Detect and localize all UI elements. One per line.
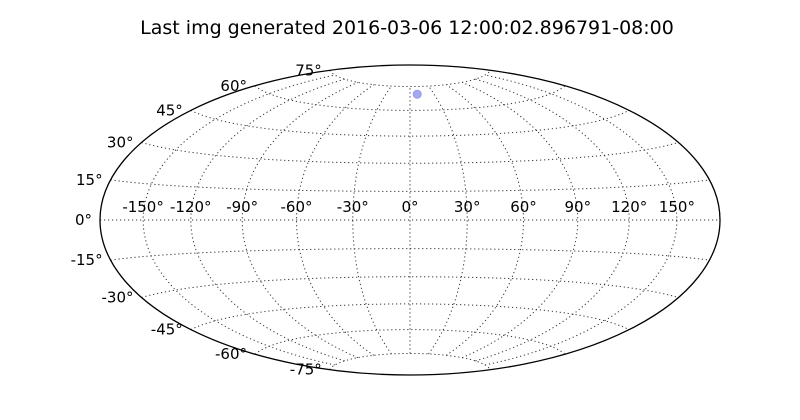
parallel--30 (141, 276, 679, 298)
lat-tick-label: -75° (290, 361, 322, 379)
lon-tick-label: 30° (454, 198, 481, 216)
map-outline (99, 64, 721, 376)
lon-tick-label: 90° (565, 198, 592, 216)
lat-tick-label: -30° (102, 289, 134, 307)
lon-tick-label: -30° (337, 198, 369, 216)
lat-tick-label: -60° (215, 345, 247, 363)
graticule (100, 70, 720, 370)
latitude-tick-labels: -75° -60° -45° -30° -15° 0° 15° 30° 45° 60° 75° (71, 61, 322, 378)
lon-tick-label: -150° (122, 198, 164, 216)
lon-tick-label: 120° (611, 198, 647, 216)
lat-tick-label: -45° (151, 321, 183, 339)
meridian-90 (461, 81, 579, 359)
lon-tick-label: -120° (170, 198, 212, 216)
chart-title: Last img generated 2016-03-06 12:00:02.8… (140, 17, 674, 39)
lat-tick-label: 15° (76, 171, 103, 189)
parallel-60 (254, 85, 566, 111)
lon-tick-label: -90° (226, 198, 258, 216)
lat-tick-label: -15° (71, 251, 103, 269)
map-boundary (99, 64, 721, 376)
lat-tick-label: 30° (107, 134, 134, 152)
meridian-120 (475, 78, 630, 362)
lat-tick-label: 0° (75, 211, 92, 229)
lat-tick-label: 60° (220, 77, 247, 95)
parallel-30 (141, 142, 679, 164)
longitude-tick-labels: -150° -120° -90° -60° -30° 0° 30° 60° 90° 120° 150… (122, 198, 695, 216)
parallel--15 (110, 248, 710, 261)
lon-tick-label: 0° (401, 198, 418, 216)
meridian--60 (296, 84, 375, 356)
parallel-15 (110, 179, 710, 192)
lon-tick-label: 60° (510, 198, 537, 216)
lon-tick-label: -60° (281, 198, 313, 216)
meridian--30 (352, 85, 392, 355)
meridian--90 (241, 81, 359, 359)
lon-tick-label: 150° (659, 198, 695, 216)
data-point (412, 89, 422, 99)
meridian-60 (445, 84, 524, 356)
lat-tick-label: 45° (156, 101, 183, 119)
lat-tick-label: 75° (295, 61, 322, 79)
meridian-30 (428, 85, 468, 355)
meridian--120 (190, 78, 345, 362)
data-points (412, 89, 422, 99)
